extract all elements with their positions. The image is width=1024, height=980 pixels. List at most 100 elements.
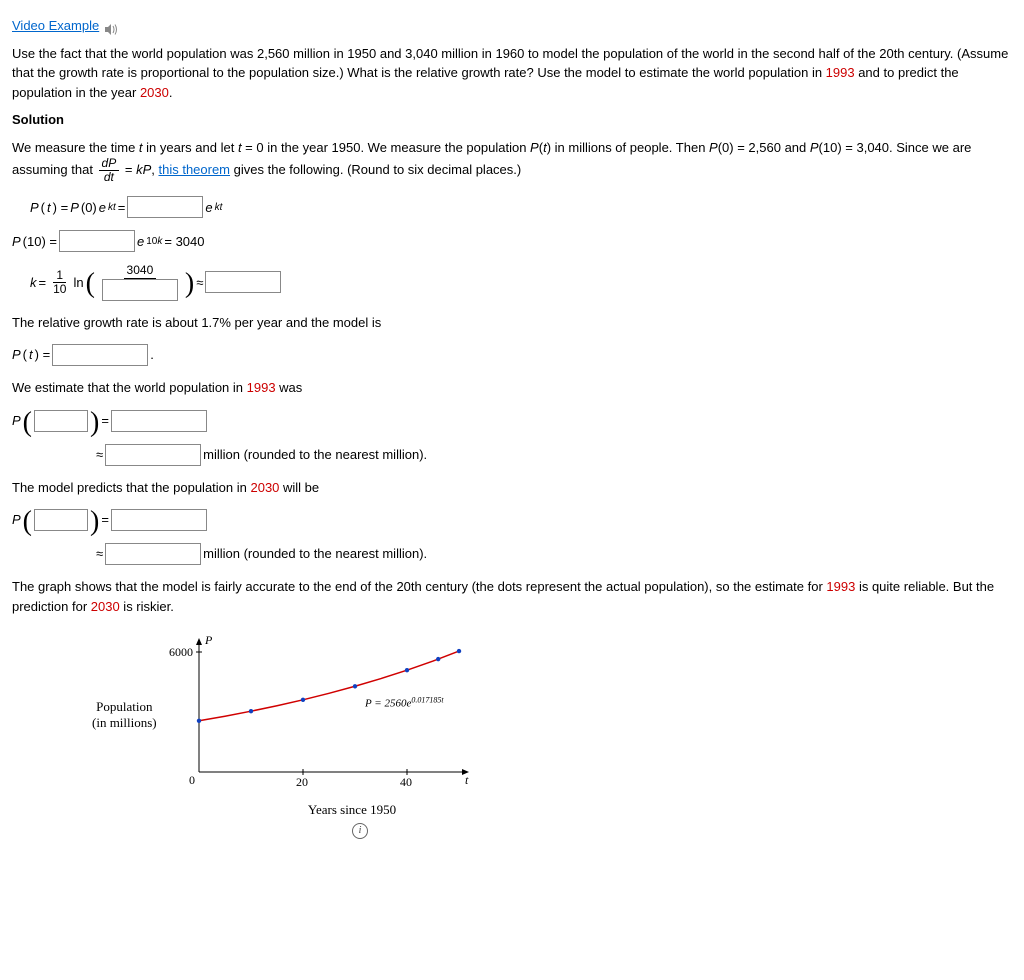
video-example-link[interactable]: Video Example <box>12 18 99 33</box>
var-P: P <box>70 198 79 218</box>
var-P: P <box>530 140 539 155</box>
text: ) in millions of people. Then <box>547 140 709 155</box>
numerator: 3040 <box>124 264 157 278</box>
blank-p10-coef[interactable] <box>59 230 135 252</box>
var-t: t <box>47 198 51 218</box>
var-k: k <box>157 236 162 247</box>
blank-2030-expr[interactable] <box>111 509 207 531</box>
equation-p1993-approx: ≈ million (rounded to the nearest millio… <box>96 444 1012 466</box>
year-2030: 2030 <box>140 85 169 100</box>
paren-open: ( <box>86 274 95 294</box>
text: = <box>101 510 109 530</box>
equation-model: P(t) = . <box>12 344 1012 366</box>
text: = 0 in the year 1950. We measure the pop… <box>242 140 530 155</box>
equation-p1993: P ( ) = <box>12 410 1012 432</box>
svg-text:P: P <box>204 633 213 647</box>
var-P: P <box>12 411 21 431</box>
var-P: P <box>12 510 21 530</box>
blank-1993-arg[interactable] <box>34 410 88 432</box>
blank-2030-arg[interactable] <box>34 509 88 531</box>
info-icon[interactable]: i <box>352 823 368 839</box>
text: = <box>39 273 47 293</box>
svg-text:20: 20 <box>296 775 308 789</box>
svg-text:0: 0 <box>189 773 195 787</box>
text: ) = <box>53 198 69 218</box>
blank-model[interactable] <box>52 344 148 366</box>
text: We estimate that the world population in <box>12 380 247 395</box>
numerator: dP <box>99 157 120 171</box>
solution-paragraph: We measure the time t in years and let t… <box>12 138 1012 185</box>
fraction-1-10: 1 10 <box>50 269 69 296</box>
growth-rate-line: The relative growth rate is about 1.7% p… <box>12 313 1012 333</box>
text: We measure the time <box>12 140 139 155</box>
var-P: P <box>12 232 21 252</box>
problem-statement: Use the fact that the world population w… <box>12 44 1012 103</box>
text: (0) = 2,560 and <box>718 140 810 155</box>
audio-icon[interactable] <box>105 21 119 32</box>
text: The graph shows that the model is fairly… <box>12 579 826 594</box>
text: 10 <box>146 236 157 247</box>
blank-ln-denom[interactable] <box>102 279 178 301</box>
blank-k-value[interactable] <box>205 271 281 293</box>
equation-k: k = 1 10 ln ( 3040 ) ≈ <box>30 264 1012 300</box>
approx: ≈ <box>96 544 103 564</box>
text: is riskier. <box>120 599 174 614</box>
exp-kt: kt <box>215 200 223 215</box>
paren-open: ( <box>23 512 32 532</box>
paren-open: ( <box>23 413 32 433</box>
text: = 3040 <box>164 232 204 252</box>
text: The model predicts that the population i… <box>12 480 250 495</box>
var-P: P <box>12 345 21 365</box>
numerator: 1 <box>53 269 66 283</box>
var-P: P <box>810 140 819 155</box>
equation-p10: P(10) = e10k = 3040 <box>12 230 1012 252</box>
ln: ln <box>73 273 83 293</box>
ylabel-line2: (in millions) <box>92 715 157 730</box>
text: million (rounded to the nearest million)… <box>203 445 427 465</box>
approx: ≈ <box>96 445 103 465</box>
text: (0) <box>81 198 97 218</box>
svg-text:t: t <box>465 773 469 787</box>
year-2030: 2030 <box>250 480 279 495</box>
estimate-1993-line: We estimate that the world population in… <box>12 378 1012 398</box>
text: ( <box>23 345 27 365</box>
var-e: e <box>99 198 106 218</box>
fraction-dP-dt: dP dt <box>99 157 120 184</box>
text: . <box>150 345 154 365</box>
equation-pt: P(t) = P(0)ekt = ekt <box>30 196 1012 218</box>
chart-svg: Pt020406000P = 2560e0.017185t <box>169 632 469 792</box>
fraction-3040-blank: 3040 <box>99 264 181 300</box>
paren-close: ) <box>90 413 99 433</box>
var-e: e <box>137 232 144 252</box>
var-kP: kP <box>136 162 151 177</box>
ylabel-line1: Population <box>96 699 152 714</box>
year-1993: 1993 <box>826 579 855 594</box>
blank-p0[interactable] <box>127 196 203 218</box>
period: . <box>169 85 173 100</box>
y-axis-label: Population (in millions) <box>92 699 157 730</box>
text: (10) = <box>23 232 57 252</box>
paren-close: ) <box>185 274 194 294</box>
text: = <box>118 198 126 218</box>
exp-kt: kt <box>108 200 116 215</box>
x-axis-label: Years since 1950 <box>192 800 512 820</box>
exp-10k: 10k <box>146 234 162 249</box>
text: million (rounded to the nearest million)… <box>203 544 427 564</box>
blank-2030-val[interactable] <box>105 543 201 565</box>
text: ( <box>41 198 45 218</box>
year-1993: 1993 <box>826 65 855 80</box>
blank-1993-expr[interactable] <box>111 410 207 432</box>
theorem-link[interactable]: this theorem <box>158 162 230 177</box>
svg-text:P = 2560e0.017185t: P = 2560e0.017185t <box>364 695 444 709</box>
solution-heading: Solution <box>12 110 1012 130</box>
year-1993: 1993 <box>247 380 276 395</box>
denominator: dt <box>101 171 117 184</box>
blank-1993-val[interactable] <box>105 444 201 466</box>
equation-p2030-approx: ≈ million (rounded to the nearest millio… <box>96 543 1012 565</box>
population-chart: Population (in millions) Pt020406000P = … <box>92 632 512 839</box>
var-t: t <box>29 345 33 365</box>
text: ) = <box>35 345 51 365</box>
svg-text:40: 40 <box>400 775 412 789</box>
var-e: e <box>205 198 212 218</box>
var-k: k <box>30 273 37 293</box>
